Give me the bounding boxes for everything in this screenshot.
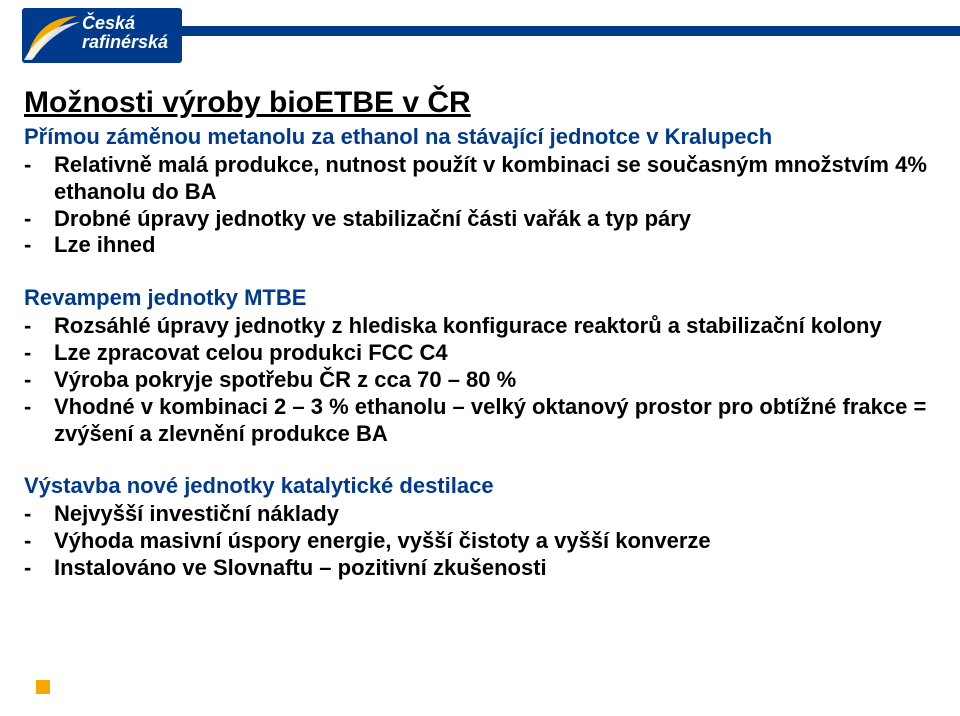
logo-badge: Česká rafinérská (22, 8, 182, 63)
bullet: Lze zpracovat celou produkci FCC C4 (24, 340, 930, 367)
bullet: Lze ihned (24, 232, 930, 259)
bullet: Výroba pokryje spotřebu ČR z cca 70 – 80… (24, 367, 930, 394)
bullet: Instalováno ve Slovnaftu – pozitivní zku… (24, 555, 930, 582)
bullet: Výhoda masivní úspory energie, vyšší čis… (24, 528, 930, 555)
bullet: Nejvyšší investiční náklady (24, 501, 930, 528)
section-head-0: Přímou záměnou metanolu za ethanol na st… (24, 124, 930, 150)
bullet: Vhodné v kombinaci 2 – 3 % ethanolu – ve… (24, 394, 930, 448)
section-bullets-1: Rozsáhlé úpravy jednotky z hlediska konf… (24, 313, 930, 447)
header-blue-bar (182, 26, 960, 36)
bullet: Drobné úpravy jednotky ve stabilizační č… (24, 206, 930, 233)
bullet: Rozsáhlé úpravy jednotky z hlediska konf… (24, 313, 930, 340)
company-logo: Česká rafinérská (22, 8, 182, 63)
section-bullets-0: Relativně malá produkce, nutnost použít … (24, 152, 930, 259)
slide-header: Česká rafinérská (0, 0, 960, 70)
section-bullets-2: Nejvyšší investiční náklady Výhoda masiv… (24, 501, 930, 581)
section-head-2: Výstavba nové jednotky katalytické desti… (24, 473, 930, 499)
logo-line2: rafinérská (82, 33, 168, 52)
section-head-1: Revampem jednotky MTBE (24, 285, 930, 311)
slide-title: Možnosti výroby bioETBE v ČR (24, 86, 930, 120)
slide-content: Možnosti výroby bioETBE v ČR Přímou zámě… (24, 86, 930, 582)
footer-accent-square (36, 680, 50, 694)
bullet: Relativně malá produkce, nutnost použít … (24, 152, 930, 206)
logo-line1: Česká (82, 14, 168, 33)
logo-text: Česká rafinérská (82, 14, 168, 52)
logo-swoosh-icon (22, 8, 82, 63)
